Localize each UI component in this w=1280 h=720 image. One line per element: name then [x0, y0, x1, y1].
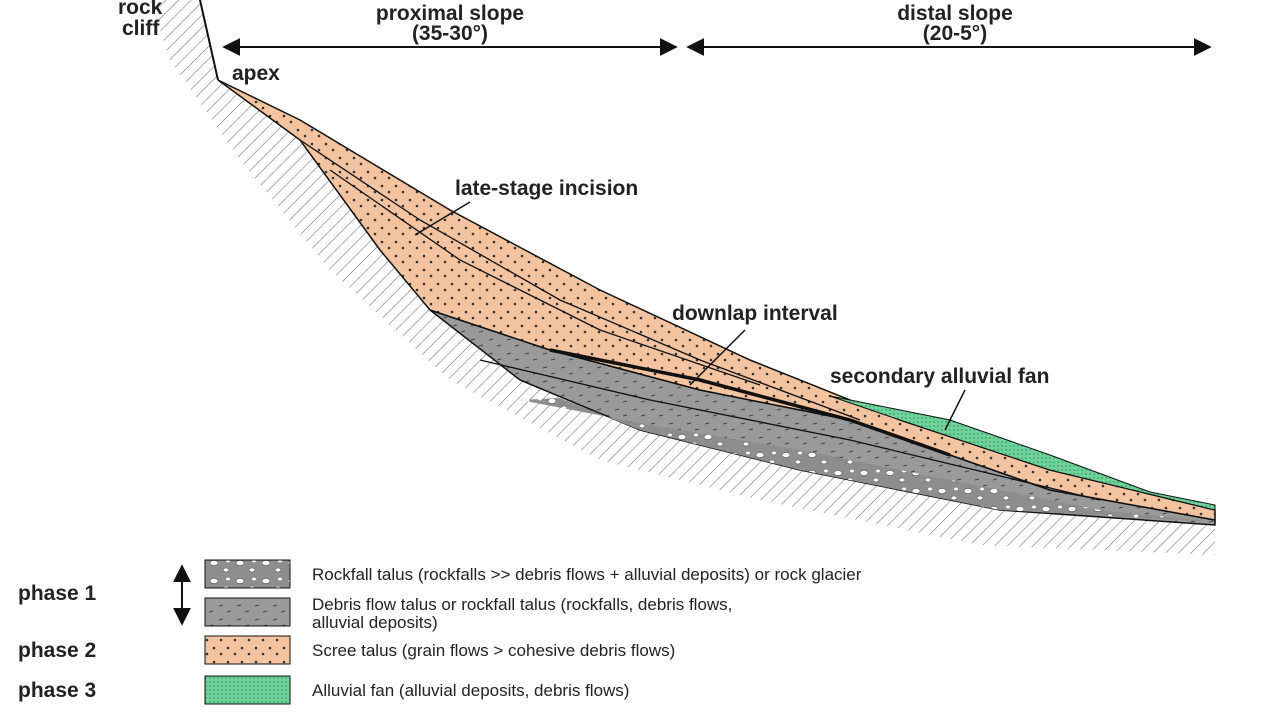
- rockfall-talus: [520, 398, 1215, 522]
- legend-swatch: [204, 597, 291, 627]
- distal-angle: (20-5°): [923, 22, 987, 45]
- phase-label: phase 2: [18, 639, 96, 662]
- cliff-face: [199, 0, 219, 81]
- cliff-label: cliff: [122, 17, 160, 40]
- legend-text: Rockfall talus (rockfalls >> debris flow…: [312, 565, 862, 584]
- leader: [944, 389, 966, 431]
- legend-text: Alluvial fan (alluvial deposits, debris …: [312, 681, 629, 700]
- late-stage-label: late-stage incision: [455, 177, 638, 200]
- proximal-angle: (35-30°): [412, 22, 488, 45]
- distal-title: distal slope: [897, 2, 1013, 25]
- downlap-label: downlap interval: [672, 302, 838, 325]
- legend-swatch: [204, 559, 291, 589]
- phase-label: phase 1: [18, 582, 97, 605]
- phase-label: phase 3: [18, 679, 96, 702]
- apex-label: apex: [232, 62, 280, 85]
- legend-swatch: [204, 635, 291, 665]
- secondary-fan-label: secondary alluvial fan: [830, 365, 1049, 388]
- legend-text: Scree talus (grain flows > cohesive debr…: [312, 641, 675, 660]
- bedrock: [150, 0, 1215, 555]
- legend-text: alluvial deposits): [312, 613, 438, 632]
- leader: [414, 201, 471, 236]
- strata-lines: [299, 139, 1101, 501]
- rock-label: rock: [118, 0, 163, 19]
- proximal-title: proximal slope: [376, 2, 524, 25]
- legend-swatch: [204, 675, 291, 705]
- legend-text: Debris flow talus or rockfall talus (roc…: [312, 595, 732, 614]
- alluvial-fan: [829, 395, 1216, 511]
- leader: [689, 329, 746, 386]
- scree-talus: [217, 79, 1216, 521]
